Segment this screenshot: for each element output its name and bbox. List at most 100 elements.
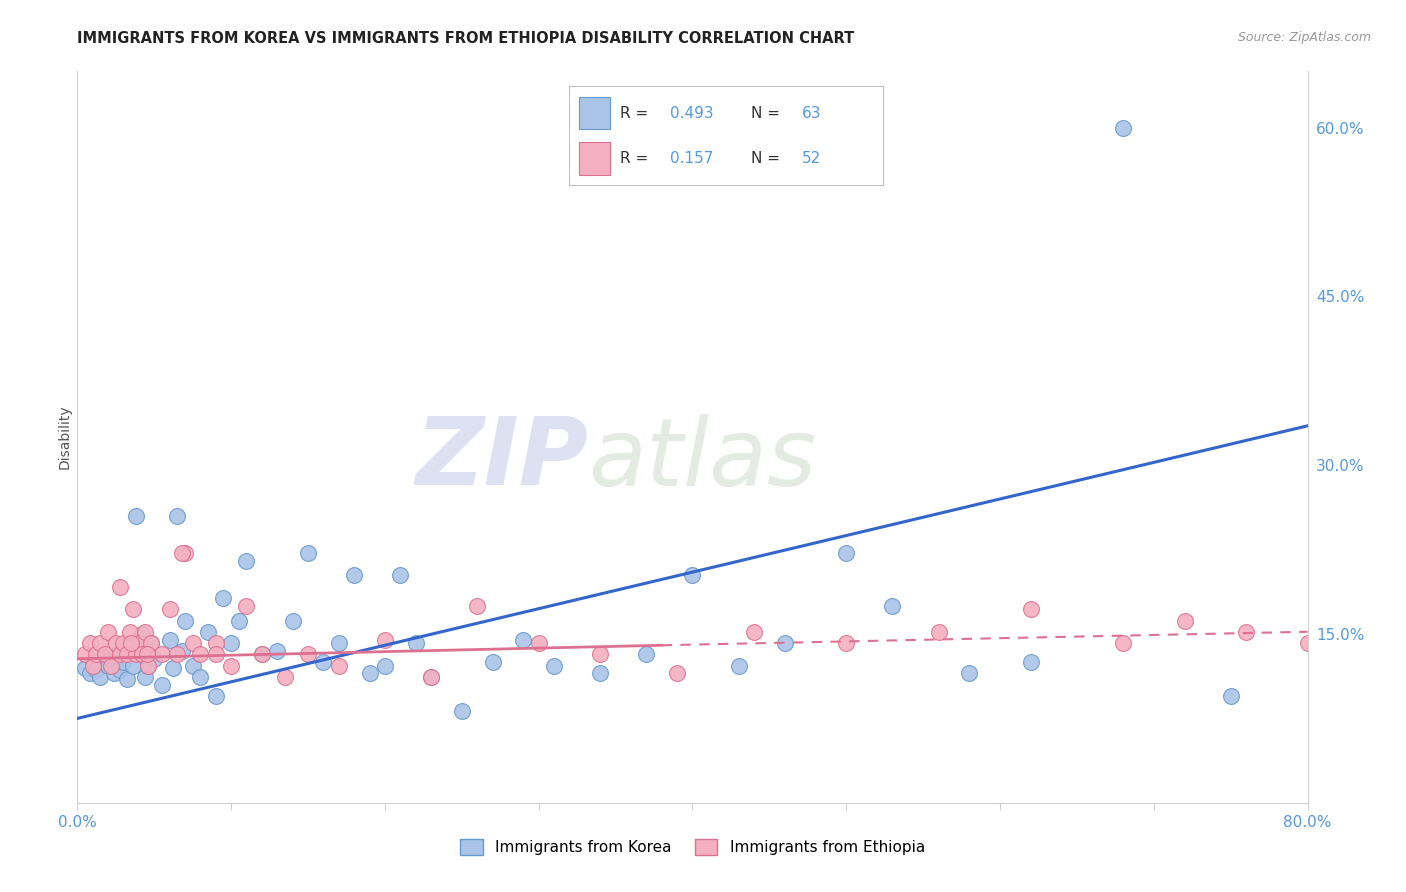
Point [1296, 636, 1319, 650]
Point [110, 647, 132, 661]
Point [527, 636, 550, 650]
Point [134, 670, 156, 684]
Point [100, 658, 122, 673]
Point [94, 647, 117, 661]
Point [228, 614, 250, 628]
Point [143, 652, 166, 666]
Point [359, 666, 381, 681]
Point [170, 546, 193, 560]
Point [636, 647, 658, 661]
Point [1112, 120, 1135, 135]
Point [97, 658, 120, 673]
Point [274, 670, 297, 684]
Point [136, 658, 159, 673]
Point [150, 647, 173, 661]
Point [204, 636, 226, 650]
Point [1219, 689, 1241, 703]
Point [682, 568, 704, 582]
Point [1112, 636, 1135, 650]
Point [374, 658, 396, 673]
Point [110, 580, 132, 594]
Point [166, 647, 188, 661]
Point [204, 647, 226, 661]
Point [589, 666, 612, 681]
Point [297, 546, 319, 560]
Point [79, 636, 101, 650]
Point [957, 666, 980, 681]
Point [835, 636, 858, 650]
Legend: Immigrants from Korea, Immigrants from Ethiopia: Immigrants from Korea, Immigrants from E… [454, 833, 931, 861]
Point [281, 614, 304, 628]
Point [170, 644, 193, 658]
Point [328, 636, 350, 650]
Point [118, 638, 141, 652]
Point [110, 663, 132, 677]
Point [928, 624, 950, 639]
Point [121, 602, 143, 616]
Point [235, 599, 257, 613]
Point [1019, 602, 1042, 616]
Point [374, 632, 396, 647]
Point [125, 508, 148, 523]
Point [115, 672, 138, 686]
Point [297, 647, 319, 661]
Point [328, 658, 350, 673]
Point [174, 614, 197, 628]
Point [128, 636, 150, 650]
Point [162, 661, 184, 675]
Point [250, 647, 273, 661]
Point [219, 658, 242, 673]
Point [181, 658, 204, 673]
Point [181, 636, 204, 650]
Point [266, 644, 288, 658]
Point [188, 670, 212, 684]
Point [159, 632, 181, 647]
Point [512, 632, 534, 647]
Point [543, 658, 565, 673]
Point [118, 624, 141, 639]
Point [742, 624, 765, 639]
Point [73, 647, 96, 661]
Point [121, 658, 143, 673]
Text: ZIP: ZIP [415, 413, 588, 505]
Point [128, 644, 150, 658]
Point [105, 647, 128, 661]
Point [835, 546, 858, 560]
Point [131, 647, 153, 661]
Point [97, 624, 120, 639]
Point [188, 647, 212, 661]
Point [134, 624, 156, 639]
Point [1019, 655, 1042, 669]
Point [250, 647, 273, 661]
Point [481, 655, 503, 669]
Point [666, 666, 689, 681]
Point [141, 636, 163, 650]
Text: atlas: atlas [588, 414, 815, 505]
Point [103, 666, 125, 681]
Point [82, 658, 104, 673]
Text: Source: ZipAtlas.com: Source: ZipAtlas.com [1237, 31, 1371, 45]
Point [141, 636, 163, 650]
Point [450, 704, 472, 718]
Point [135, 647, 157, 661]
Point [773, 636, 796, 650]
Point [136, 658, 159, 673]
Point [84, 647, 107, 661]
Point [312, 655, 335, 669]
Point [389, 568, 412, 582]
Point [343, 568, 366, 582]
Point [89, 636, 111, 650]
Point [197, 624, 219, 639]
Point [174, 546, 197, 560]
Point [150, 678, 173, 692]
Point [159, 602, 181, 616]
Point [166, 508, 188, 523]
Text: IMMIGRANTS FROM KOREA VS IMMIGRANTS FROM ETHIOPIA DISABILITY CORRELATION CHART: IMMIGRANTS FROM KOREA VS IMMIGRANTS FROM… [77, 31, 855, 46]
Point [465, 599, 488, 613]
Point [104, 636, 127, 650]
Point [405, 636, 427, 650]
Point [1234, 624, 1257, 639]
Point [882, 599, 904, 613]
Point [112, 655, 135, 669]
Point [94, 649, 117, 664]
